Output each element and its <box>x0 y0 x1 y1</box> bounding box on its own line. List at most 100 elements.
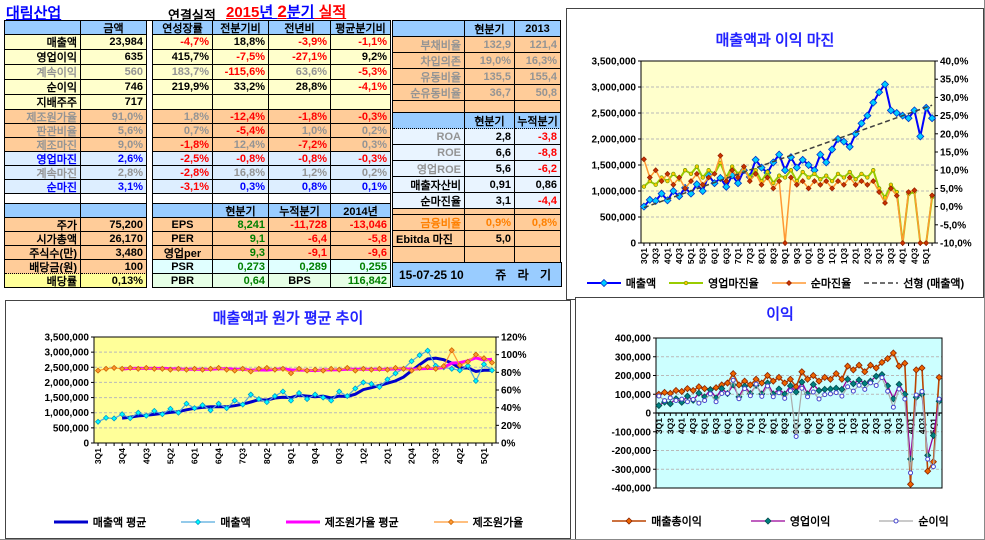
table-cell[interactable]: -4,7% <box>153 35 213 50</box>
table-cell[interactable] <box>147 152 153 166</box>
table-cell[interactable] <box>147 194 153 204</box>
table-cell[interactable] <box>269 95 331 110</box>
table-cell[interactable]: 746 <box>81 80 147 95</box>
table-cell[interactable]: 평균분기비 <box>331 21 391 35</box>
table-cell[interactable]: -115,6% <box>213 65 269 80</box>
table-cell[interactable]: -4,4 <box>515 193 561 209</box>
table-cell[interactable] <box>5 21 81 35</box>
table-cell[interactable]: 0,289 <box>269 260 331 274</box>
table-cell[interactable]: -0,8% <box>213 152 269 166</box>
table-cell[interactable]: -11,728 <box>269 218 331 232</box>
table-cell[interactable]: 8,241 <box>213 218 269 232</box>
table-cell[interactable]: 0,91 <box>465 177 515 193</box>
table-cell[interactable]: 18,8% <box>213 35 269 50</box>
table-cell[interactable]: 135,5 <box>465 69 515 85</box>
table-cell[interactable] <box>147 95 153 110</box>
table-cell[interactable]: -9,1 <box>269 246 331 260</box>
table-cell[interactable]: 영업per <box>153 246 213 260</box>
table-cell[interactable] <box>147 50 153 65</box>
table-cell[interactable] <box>147 274 153 288</box>
table-cell[interactable]: PSR <box>153 260 213 274</box>
table-cell[interactable] <box>147 246 153 260</box>
table-cell[interactable] <box>515 231 561 247</box>
table-cell[interactable]: -1,1% <box>331 35 391 50</box>
table-cell[interactable]: 계속이익 <box>5 65 81 80</box>
table-cell[interactable]: -3,1% <box>153 180 213 194</box>
table-cell[interactable] <box>393 21 465 37</box>
table-cell[interactable]: 매출자산비 <box>393 177 465 193</box>
table-cell[interactable]: 91,0% <box>81 110 147 124</box>
table-cell[interactable]: 0,64 <box>213 274 269 288</box>
table-cell[interactable]: 1,2% <box>269 166 331 180</box>
table-cell[interactable]: 33,2% <box>213 80 269 95</box>
table-cell[interactable]: -7,2% <box>269 138 331 152</box>
table-cell[interactable]: 116,842 <box>331 274 391 288</box>
table-cell[interactable] <box>147 65 153 80</box>
table-cell[interactable] <box>147 21 153 35</box>
table-cell[interactable]: 유동비율 <box>393 69 465 85</box>
table-cell[interactable]: 금융비율 <box>393 215 465 231</box>
table-cell[interactable]: 0,255 <box>331 260 391 274</box>
table-cell[interactable] <box>393 209 465 215</box>
table-cell[interactable]: 121,4 <box>515 37 561 53</box>
table-cell[interactable]: 현분기 <box>465 113 515 129</box>
table-cell[interactable] <box>515 247 561 263</box>
table-cell[interactable]: -7,5% <box>213 50 269 65</box>
table-cell[interactable]: 차입의존 <box>393 53 465 69</box>
table-cell[interactable]: 0,8% <box>515 215 561 231</box>
table-cell[interactable]: -6,4 <box>269 232 331 246</box>
table-cell[interactable] <box>147 80 153 95</box>
table-cell[interactable]: -0,3% <box>331 110 391 124</box>
table-cell[interactable] <box>465 209 515 215</box>
table-cell[interactable]: 현분기 <box>465 21 515 37</box>
table-cell[interactable] <box>153 194 213 204</box>
table-cell[interactable]: -9,6 <box>331 246 391 260</box>
table-cell[interactable]: -1,8% <box>269 110 331 124</box>
table-cell[interactable]: 전분기비 <box>213 21 269 35</box>
table-cell[interactable] <box>147 218 153 232</box>
table-cell[interactable]: -0,3% <box>331 152 391 166</box>
table-cell[interactable]: -3,8 <box>515 129 561 145</box>
table-cell[interactable]: 순마진율 <box>393 193 465 209</box>
table-cell[interactable]: 0,86 <box>515 177 561 193</box>
table-cell[interactable]: 635 <box>81 50 147 65</box>
table-cell[interactable] <box>393 101 465 113</box>
table-cell[interactable]: 16,8% <box>213 166 269 180</box>
table-cell[interactable]: 주가 <box>5 218 81 232</box>
table-cell[interactable]: 0,2% <box>331 124 391 138</box>
table-cell[interactable] <box>147 35 153 50</box>
table-cell[interactable]: 시가총액 <box>5 232 81 246</box>
table-cell[interactable]: 전년비 <box>269 21 331 35</box>
table-cell[interactable]: 1,0% <box>269 124 331 138</box>
table-cell[interactable]: 9,3 <box>213 246 269 260</box>
table-cell[interactable] <box>465 101 515 113</box>
table-cell[interactable]: 0,1% <box>331 180 391 194</box>
table-cell[interactable]: 75,200 <box>81 218 147 232</box>
table-cell[interactable]: 5,6% <box>81 124 147 138</box>
table-cell[interactable] <box>5 204 81 218</box>
table-cell[interactable]: 2,6% <box>81 152 147 166</box>
table-cell[interactable] <box>213 194 269 204</box>
table-cell[interactable]: 9,2% <box>331 50 391 65</box>
table-cell[interactable]: 판관비율 <box>5 124 81 138</box>
table-cell[interactable]: 6,6 <box>465 145 515 161</box>
table-cell[interactable]: 영업ROE <box>393 161 465 177</box>
table-cell[interactable]: -0,8% <box>269 152 331 166</box>
table-cell[interactable]: -27,1% <box>269 50 331 65</box>
table-cell[interactable]: 매출액 <box>5 35 81 50</box>
table-cell[interactable]: 제조마진 <box>5 138 81 152</box>
table-cell[interactable]: ROE <box>393 145 465 161</box>
table-cell[interactable]: PER <box>153 232 213 246</box>
table-cell[interactable] <box>147 204 153 218</box>
table-cell[interactable]: -5,8 <box>331 232 391 246</box>
table-cell[interactable]: 누적분기 <box>515 113 561 129</box>
table-cell[interactable] <box>465 247 515 263</box>
table-cell[interactable]: -13,046 <box>331 218 391 232</box>
table-cell[interactable]: 100 <box>81 260 147 274</box>
table-cell[interactable] <box>81 194 147 204</box>
table-cell[interactable]: -12,4% <box>213 110 269 124</box>
table-cell[interactable]: 12,4% <box>213 138 269 152</box>
table-cell[interactable]: 0,13% <box>81 274 147 288</box>
table-cell[interactable]: -3,9% <box>269 35 331 50</box>
table-cell[interactable]: 지배주주 <box>5 95 81 110</box>
